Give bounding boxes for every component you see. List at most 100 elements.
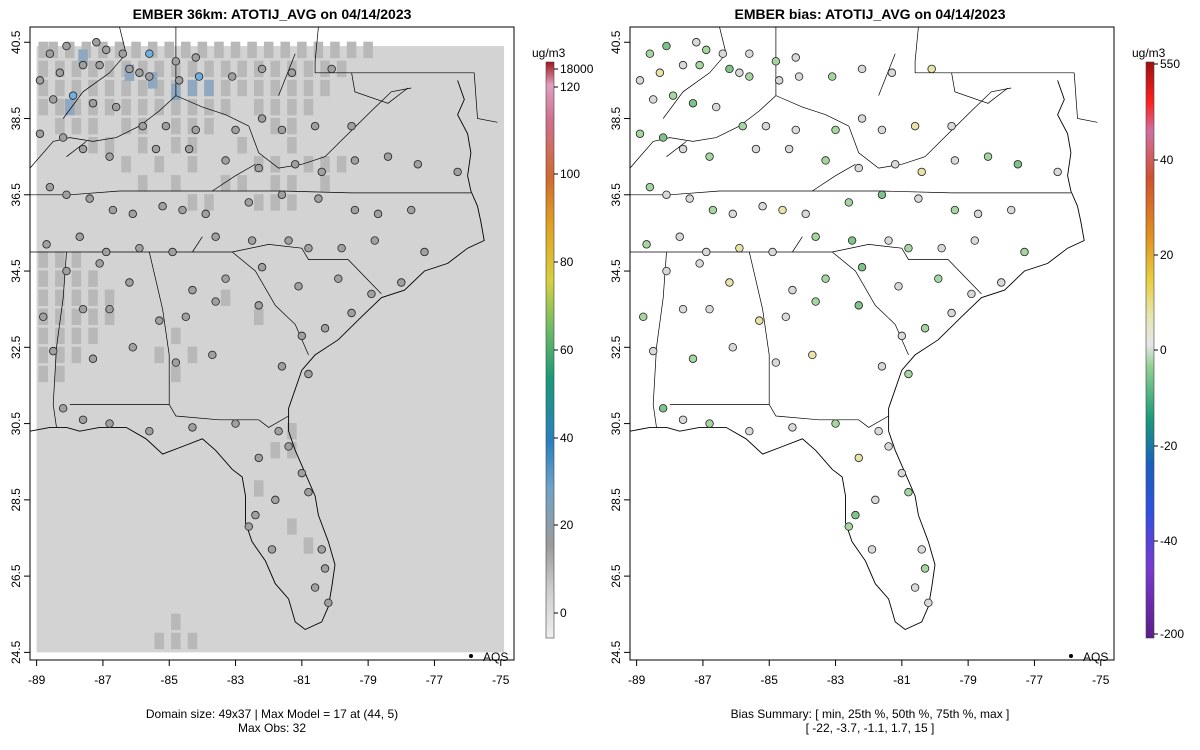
aqs-site (45, 182, 55, 192)
model-cell (320, 175, 330, 192)
state-boundary (66, 141, 87, 157)
aqs-site (877, 362, 887, 371)
plot-frame (29, 26, 515, 661)
model-cell (38, 41, 49, 59)
aqs-site (95, 259, 104, 268)
aqs-site (662, 266, 671, 276)
aqs-site (897, 331, 907, 341)
model-cell (121, 117, 131, 135)
aqs-site (1013, 160, 1023, 169)
model-cell (55, 308, 65, 326)
state-boundary (848, 87, 1012, 169)
model-cell (121, 98, 131, 116)
aqs-site (844, 198, 853, 207)
model-cell-high (204, 79, 214, 97)
model-cell (263, 41, 274, 59)
aqs-site (887, 68, 897, 77)
model-cell (187, 346, 198, 364)
legend-dot (1069, 654, 1073, 658)
state-boundary (473, 72, 498, 123)
x-tick-label: -77 (1026, 673, 1044, 687)
model-cell (38, 98, 49, 116)
colorbar-unit: ug/m3 (1132, 46, 1166, 60)
model-cell (237, 79, 247, 97)
model-cell (303, 60, 314, 78)
y-tick-label: 34.5 (609, 259, 623, 283)
aqs-site (738, 121, 747, 131)
aqs-site (745, 49, 754, 58)
x-tick-label: -75 (1092, 673, 1110, 687)
aqs-site (347, 308, 356, 318)
model-map-panel: -89 -87 -85 -83 -81 -79 -77 -75 40.5 38.5 36.5 34.5… (9, 26, 594, 687)
model-cell (154, 156, 165, 173)
aqs-site (49, 95, 58, 104)
aqs-site (367, 289, 376, 299)
model-cell (320, 60, 330, 78)
model-cell (147, 41, 158, 59)
model-cell-high (147, 72, 158, 89)
model-cell (197, 41, 208, 59)
aqs-site (78, 304, 88, 314)
model-cell (137, 175, 148, 192)
aqs-site (221, 156, 230, 165)
model-cell (154, 79, 165, 97)
aqs-site (934, 274, 943, 283)
aqs-site (211, 232, 220, 241)
x-tick-label: -79 (959, 673, 977, 687)
aqs-site (184, 144, 194, 154)
aqs-site (407, 205, 416, 215)
model-cell-high (78, 49, 88, 66)
aqs-site (337, 243, 346, 253)
aqs-site (350, 205, 360, 215)
aqs-site (128, 343, 137, 352)
aqs-site (645, 49, 655, 58)
aqs-site (688, 99, 698, 108)
model-cell (253, 79, 264, 97)
model-cell (71, 289, 82, 306)
aqs-site (228, 72, 237, 81)
aqs-site (317, 545, 326, 554)
y-tick-label: 28.5 (609, 488, 623, 512)
aqs-site (304, 488, 313, 497)
model-cell (88, 270, 98, 287)
x-tick-label: -77 (426, 673, 444, 687)
aqs-site (88, 99, 98, 108)
model-cell (114, 41, 125, 59)
bias-map-panel: -89 -87 -85 -83 -81 -79 -77 -75 40.5 38.5 36.5 34.5… (609, 26, 1184, 687)
colorbar-tick-label: 100 (560, 167, 580, 181)
y-tick-label: 36.5 (9, 183, 23, 207)
aqs-site (761, 121, 771, 131)
model-cell (287, 194, 297, 211)
state-boundary (212, 163, 256, 192)
aqs-site (884, 442, 893, 451)
model-cell (220, 175, 231, 192)
x-tick-label: -87 (694, 673, 712, 687)
model-cell (171, 117, 181, 135)
aqs-site (397, 278, 406, 287)
state-boundary (662, 26, 727, 119)
aqs-site (284, 442, 293, 451)
model-cell (220, 79, 231, 97)
left-footer: Domain size: 49x37 | Max Model = 17 at (… (30, 707, 514, 735)
aqs-site (244, 522, 253, 531)
aqs-site (655, 68, 665, 77)
model-cell (253, 98, 264, 116)
aqs-site (662, 190, 671, 199)
aqs-site (904, 243, 913, 253)
model-cell (154, 632, 165, 650)
aqs-site (287, 68, 297, 77)
model-cell (171, 613, 181, 631)
aqs-site (188, 423, 197, 432)
aqs-site (78, 415, 88, 424)
model-cell (270, 442, 281, 459)
model-cell (38, 270, 49, 287)
aqs-site (735, 68, 744, 77)
model-cell (154, 60, 165, 78)
state-boundary (666, 141, 687, 157)
aqs-site (702, 45, 711, 55)
aqs-site (105, 304, 114, 314)
model-cell (55, 365, 65, 383)
model-cell (187, 194, 198, 211)
aqs-site (894, 282, 903, 291)
colorbar-tick-label: 80 (560, 255, 574, 269)
